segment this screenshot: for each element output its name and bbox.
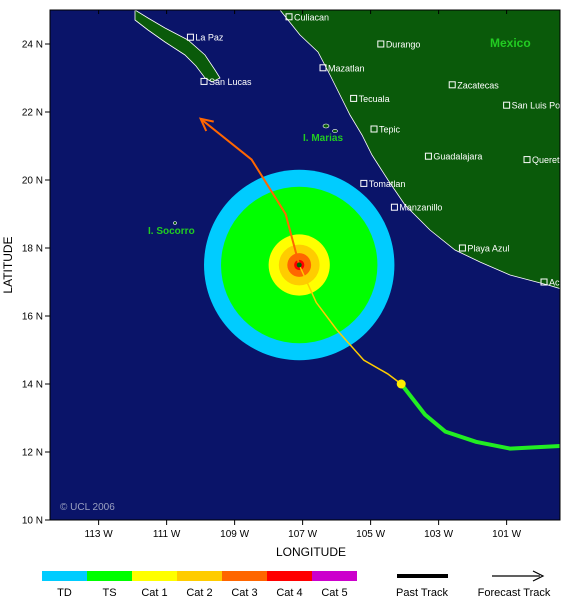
x-tick-label: 105 W — [356, 529, 385, 540]
island-label-socorro: I. Socorro — [148, 226, 195, 237]
city-label: Tecuala — [359, 94, 390, 104]
y-tick-label: 18 N — [22, 244, 43, 255]
city-marker — [370, 125, 378, 133]
y-tick-label: 12 N — [22, 448, 43, 459]
x-tick-label: 107 W — [288, 529, 317, 540]
city-label: Culiacan — [294, 12, 329, 22]
city-label: Tepic — [379, 125, 401, 135]
legend-label: Cat 4 — [276, 587, 302, 599]
country-label: Mexico — [490, 36, 531, 50]
y-tick-label: 14 N — [22, 380, 43, 391]
y-tick-label: 10 N — [22, 516, 43, 527]
city-marker — [200, 77, 208, 85]
city-marker — [458, 244, 466, 252]
legend-label: Cat 2 — [186, 587, 212, 599]
isla-socorro-island — [173, 221, 177, 225]
past-track-hurricane-segment — [298, 264, 402, 385]
city-label: San Lucas — [209, 77, 252, 87]
city-marker — [319, 64, 327, 72]
forecast-track-line — [199, 118, 301, 266]
city-label: La Paz — [195, 33, 224, 43]
city-label: Tomatlan — [369, 179, 406, 189]
city-label: Guadalajara — [433, 152, 482, 162]
city-marker — [424, 152, 432, 160]
legend-label: Cat 5 — [321, 587, 347, 599]
past-track-legend-label: Past Track — [396, 587, 448, 599]
city-label: Mazatlan — [328, 63, 365, 73]
city-marker — [360, 179, 368, 187]
x-tick-label: 111 W — [153, 529, 181, 540]
y-tick-label: 20 N — [22, 176, 43, 187]
islas-marias-island — [332, 129, 338, 133]
y-tick-label: 22 N — [22, 108, 43, 119]
y-tick-label: 16 N — [22, 312, 43, 323]
storm-center-dot — [296, 262, 302, 268]
forecast-track-legend-arrowhead — [532, 570, 545, 582]
y-axis-title: LATITUDE — [1, 236, 15, 293]
city-marker — [503, 101, 511, 109]
city-label: Playa Azul — [467, 244, 509, 254]
legend-label: Cat 1 — [141, 587, 167, 599]
track-marker — [396, 379, 406, 389]
city-label: Queretaro — [532, 155, 573, 165]
city-label: Zacatecas — [457, 80, 499, 90]
baja-california — [134, 10, 221, 83]
x-tick-label: 103 W — [424, 529, 453, 540]
legend: TD TS Cat 1 Cat 2 Cat 3 Cat 4 Cat 5 — [42, 571, 357, 599]
legend-swatch — [222, 571, 267, 581]
legend-swatch — [42, 571, 87, 581]
tracks — [198, 117, 560, 451]
y-axis: 24 N 22 N 20 N 18 N 16 N 14 N 12 N 10 N — [22, 40, 50, 527]
islas-marias-island — [322, 123, 330, 129]
plot-frame — [49, 9, 561, 521]
forecast-track-legend-label: Forecast Track — [478, 587, 551, 599]
legend-swatch — [87, 571, 132, 581]
city-marker — [448, 81, 456, 89]
island-label-marias: I. Marias — [303, 133, 343, 144]
city-label: Manzanillo — [399, 203, 442, 213]
legend-swatch — [267, 571, 312, 581]
x-tick-label: 109 W — [220, 529, 249, 540]
past-track-ts-segment — [399, 382, 560, 451]
city-marker — [350, 94, 358, 102]
city-label: San Luis Potosi — [512, 101, 575, 111]
legend-label: TD — [57, 587, 72, 599]
city-marker — [540, 278, 548, 286]
x-tick-label: 113 W — [85, 529, 114, 540]
city-marker — [377, 40, 385, 48]
x-axis-title: LONGITUDE — [276, 545, 346, 559]
legend-swatch — [312, 571, 357, 581]
y-tick-label: 24 N — [22, 40, 43, 51]
forecast-track-arrowhead — [198, 117, 214, 132]
city-marker — [186, 33, 194, 41]
city-label: Acapulco — [549, 278, 580, 288]
legend-label: TS — [102, 587, 116, 599]
legend-swatch — [132, 571, 177, 581]
mainland-mexico — [279, 10, 560, 289]
city-marker — [523, 156, 531, 164]
city-marker — [285, 13, 293, 21]
city-label: Durango — [386, 40, 421, 50]
legend-swatch — [177, 571, 222, 581]
x-axis: 113 W 111 W 109 W 107 W 105 W 103 W 101 W — [85, 10, 522, 540]
x-tick-label: 101 W — [492, 529, 521, 540]
city-marker — [390, 203, 398, 211]
cities: Culiacan La Paz Durango Mazatlan San Lucas Za… — [186, 12, 580, 288]
legend-label: Cat 3 — [231, 587, 257, 599]
copyright-text: © UCL 2006 — [60, 502, 115, 513]
